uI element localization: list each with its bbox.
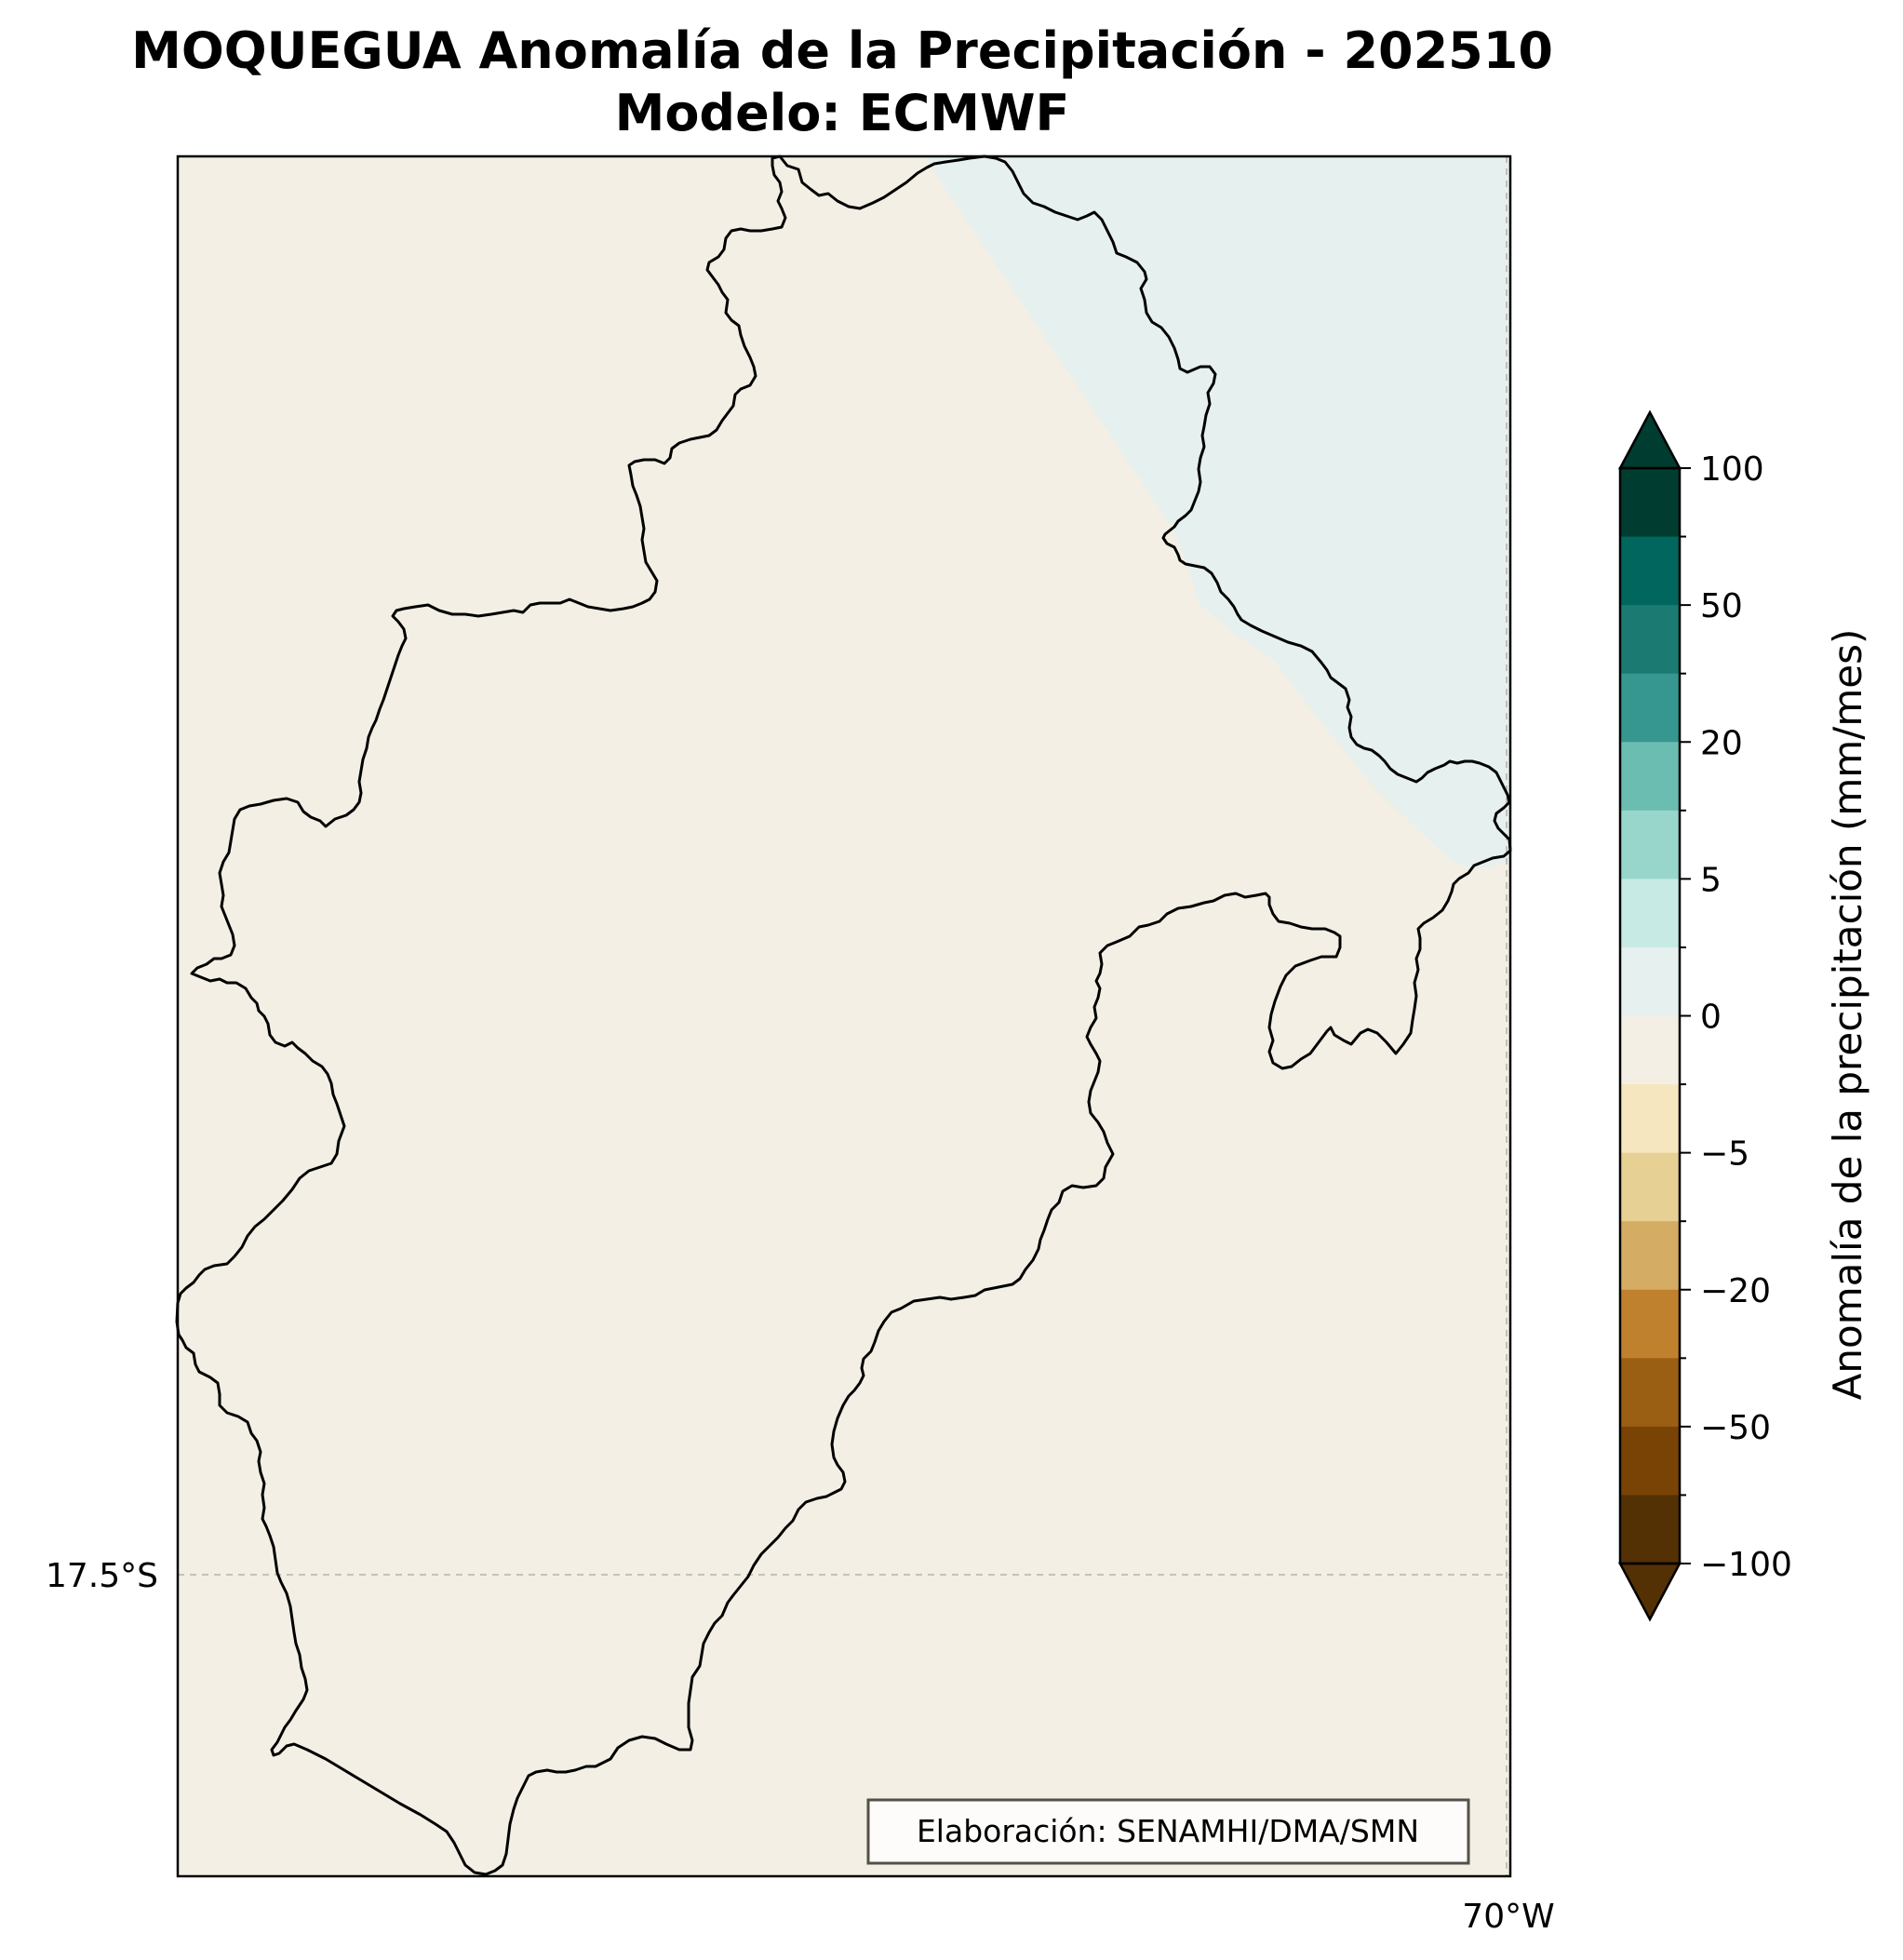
colorbar-label: Anomalía de la precipitación (mm/mes) (1825, 629, 1870, 1401)
region-border (175, 154, 1512, 1876)
colorbar-tick-label: −5 (1700, 1135, 1749, 1174)
colorbar-tick-label: −100 (1700, 1546, 1792, 1584)
colorbar-segment (1620, 1152, 1680, 1222)
colorbar-segment (1620, 946, 1680, 1017)
colorbar-tick-label: 20 (1700, 724, 1743, 762)
colorbar-extend-bottom (1617, 1562, 1682, 1622)
colorbar-tick-label: −50 (1700, 1409, 1771, 1447)
colorbar-segment (1620, 673, 1680, 743)
credit-box-frame (866, 1798, 1470, 1865)
colorbar-segment (1620, 1289, 1680, 1359)
colorbar-segment (1620, 879, 1680, 948)
colorbar-tick-label: 0 (1700, 999, 1722, 1037)
colorbar-segment (1620, 605, 1680, 675)
latitude-label: 17.5°S (46, 1557, 158, 1595)
colorbar-segment (1620, 1426, 1680, 1497)
colorbar-tick-label: 50 (1700, 587, 1743, 625)
colorbar-tick-label: 5 (1700, 861, 1722, 899)
longitude-label: 70°W (1462, 1898, 1554, 1936)
colorbar-segment (1620, 1358, 1680, 1428)
colorbar-segment (1620, 810, 1680, 879)
colorbar-segment (1620, 742, 1680, 812)
colorbar-tick-label: 100 (1700, 450, 1764, 489)
colorbar-segment (1620, 1015, 1680, 1085)
colorbar-segment (1620, 1221, 1680, 1291)
map-frame (176, 154, 1512, 1878)
map-title-line2: Modelo: ECMWF (615, 84, 1070, 142)
credit-text: Elaboración: SENAMHI/DMA/SMN (917, 1813, 1419, 1849)
colorbar-segment (1620, 1495, 1680, 1564)
positive-anomaly-region (924, 156, 1510, 870)
map-title-line1: MOQUEGUA Anomalía de la Precipitación - … (131, 21, 1553, 80)
colorbar-tick-label: −20 (1700, 1272, 1771, 1310)
colorbar-segment (1620, 536, 1680, 606)
map-panel: Elaboración: SENAMHI/DMA/SMN (175, 154, 1512, 1878)
colorbar-extend-top (1617, 409, 1682, 470)
colorbar-segment (1620, 1084, 1680, 1154)
colorbar-segment (1620, 468, 1680, 538)
credit-box: Elaboración: SENAMHI/DMA/SMN (866, 1798, 1470, 1865)
